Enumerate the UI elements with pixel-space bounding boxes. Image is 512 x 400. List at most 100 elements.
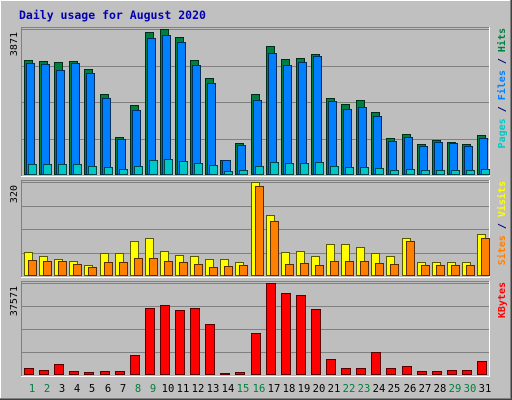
bar-face [119,262,128,276]
bar-outline [28,164,37,175]
day-label-24: 24 [373,383,386,395]
bar-outline [360,261,369,276]
bar-outline [466,170,475,175]
bar-face [224,266,233,276]
bar-face [235,372,245,375]
bar-face [345,167,354,175]
bar-face [328,101,337,175]
bar-face [209,165,218,175]
bar-outline [209,267,218,276]
bar-kbytes-day-26 [402,366,412,375]
day-label-21: 21 [328,383,341,395]
bar-pages-day-6 [104,167,113,175]
bar-outline [24,368,34,375]
bar-outline [330,261,339,276]
bar-sites-day-5 [88,267,97,276]
bar-face [390,170,399,175]
bar-files-day-8 [132,110,141,175]
bar-outline [205,324,215,375]
bar-outline [239,265,248,276]
bar-pages-day-9 [149,160,158,175]
bar-files-day-18 [283,65,292,175]
bar-files-day-22 [343,109,352,175]
bar-face [477,361,487,375]
day-label-16: 16 [253,383,266,395]
bar-sites-day-31 [481,238,490,276]
bar-face [419,146,428,175]
bar-face [341,368,351,375]
bar-sites-day-25 [390,264,399,276]
bar-face [266,283,276,375]
bar-pages-day-27 [421,170,430,175]
day-label-15: 15 [237,383,250,395]
bar-face [464,146,473,175]
bar-face [177,42,186,175]
bar-outline [285,264,294,276]
bar-sites-day-11 [179,262,188,276]
bar-outline [266,283,276,375]
bar-face [296,295,306,375]
bar-outline [462,370,472,375]
bar-files-day-19 [298,62,307,175]
bar-outline [88,267,97,276]
bar-kbytes-day-5 [84,372,94,375]
bar-kbytes-day-7 [115,371,125,375]
day-label-1: 1 [29,383,35,395]
bar-face [451,170,460,175]
bar-face [313,56,322,175]
bar-face [311,309,321,375]
bar-outline [326,359,336,375]
bar-outline [43,164,52,175]
bar-face [102,98,111,175]
bar-face [84,372,94,375]
bar-face [58,261,67,276]
bar-sites-day-1 [28,260,37,276]
bar-face [251,333,261,375]
bar-pages-day-3 [58,164,67,175]
bar-files-day-16 [253,100,262,175]
bar-pages-day-14 [224,171,233,175]
bar-outline [130,355,140,375]
panel-top: 3871 Pages / Files / Hits [9,27,508,177]
bar-face [88,166,97,175]
bar-face [192,65,201,175]
bar-outline [481,169,490,175]
bar-kbytes-day-4 [69,371,79,375]
legend: Sites / Visits [496,181,508,265]
bar-face [56,70,65,175]
bar-outline [209,165,218,175]
bar-outline [270,221,279,276]
bar-face [406,241,415,276]
bar-face [160,305,170,375]
bar-pages-day-7 [119,169,128,175]
bar-face [119,169,128,175]
day-label-23: 23 [358,383,371,395]
day-label-31: 31 [479,383,492,395]
bar-sites-day-23 [360,261,369,276]
bar-face [71,63,80,175]
bar-face [315,265,324,276]
bar-pages-day-31 [481,169,490,175]
bar-outline [160,305,170,375]
bar-outline [43,261,52,276]
bar-sites-day-30 [466,265,475,276]
day-label-20: 20 [313,383,326,395]
bar-face [270,162,279,175]
bar-outline [84,372,94,375]
day-label-11: 11 [177,383,190,395]
legend-entry-1: / [497,100,508,118]
bar-outline [375,263,384,276]
bar-face [54,364,64,375]
bar-sites-day-7 [119,262,128,276]
bar-face [466,265,475,276]
bar-face [100,371,110,375]
bar-face [466,170,475,175]
legend-entry-2: Visits [496,181,508,217]
bar-outline [100,371,110,375]
bar-kbytes-day-10 [160,305,170,375]
bar-outline [179,161,188,175]
legend-entry-2: Files [496,70,508,100]
bar-face [449,143,458,175]
day-label-30: 30 [464,383,477,395]
